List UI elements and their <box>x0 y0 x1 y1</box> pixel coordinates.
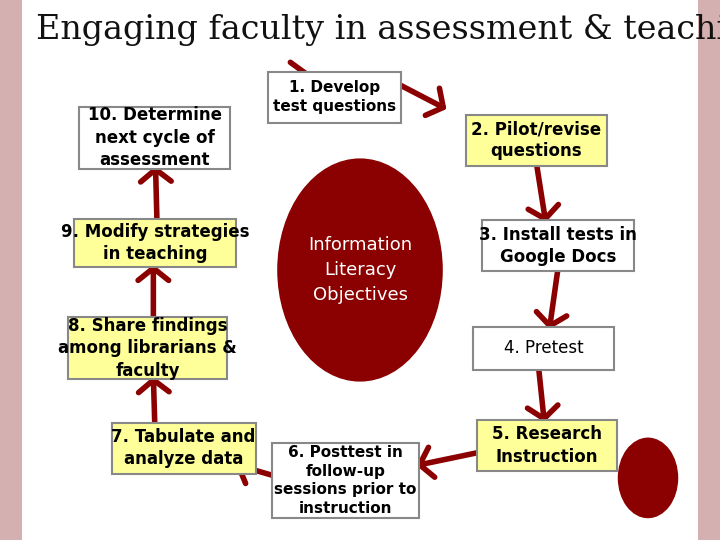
Text: 4. Pretest: 4. Pretest <box>504 339 583 357</box>
FancyBboxPatch shape <box>68 317 227 379</box>
Bar <box>0 0 22 540</box>
Text: 10. Determine
next cycle of
assessment: 10. Determine next cycle of assessment <box>88 106 222 169</box>
FancyBboxPatch shape <box>73 219 236 267</box>
FancyBboxPatch shape <box>477 420 618 471</box>
FancyBboxPatch shape <box>467 115 606 166</box>
FancyBboxPatch shape <box>482 220 634 271</box>
Text: 2. Pilot/revise
questions: 2. Pilot/revise questions <box>472 120 601 160</box>
Text: 7. Tabulate and
analyze data: 7. Tabulate and analyze data <box>112 428 256 468</box>
Text: Information
Literacy
Objectives: Information Literacy Objectives <box>308 236 412 304</box>
FancyBboxPatch shape <box>79 106 230 168</box>
Ellipse shape <box>277 158 443 382</box>
Text: 9. Modify strategies
in teaching: 9. Modify strategies in teaching <box>60 223 249 263</box>
Bar <box>698 0 720 540</box>
FancyBboxPatch shape <box>112 422 256 474</box>
FancyBboxPatch shape <box>474 327 614 370</box>
Text: 6. Posttest in
follow-up
sessions prior to
instruction: 6. Posttest in follow-up sessions prior … <box>274 445 417 516</box>
Text: Engaging faculty in assessment & teaching: Engaging faculty in assessment & teachin… <box>36 14 720 46</box>
Text: 1. Develop
test questions: 1. Develop test questions <box>273 80 397 114</box>
Ellipse shape <box>618 437 678 518</box>
Text: 8. Share findings
among librarians &
faculty: 8. Share findings among librarians & fac… <box>58 317 237 380</box>
Text: 3. Install tests in
Google Docs: 3. Install tests in Google Docs <box>479 226 637 266</box>
FancyBboxPatch shape <box>269 71 402 123</box>
Text: 5. Research
Instruction: 5. Research Instruction <box>492 426 602 465</box>
FancyBboxPatch shape <box>271 443 419 518</box>
